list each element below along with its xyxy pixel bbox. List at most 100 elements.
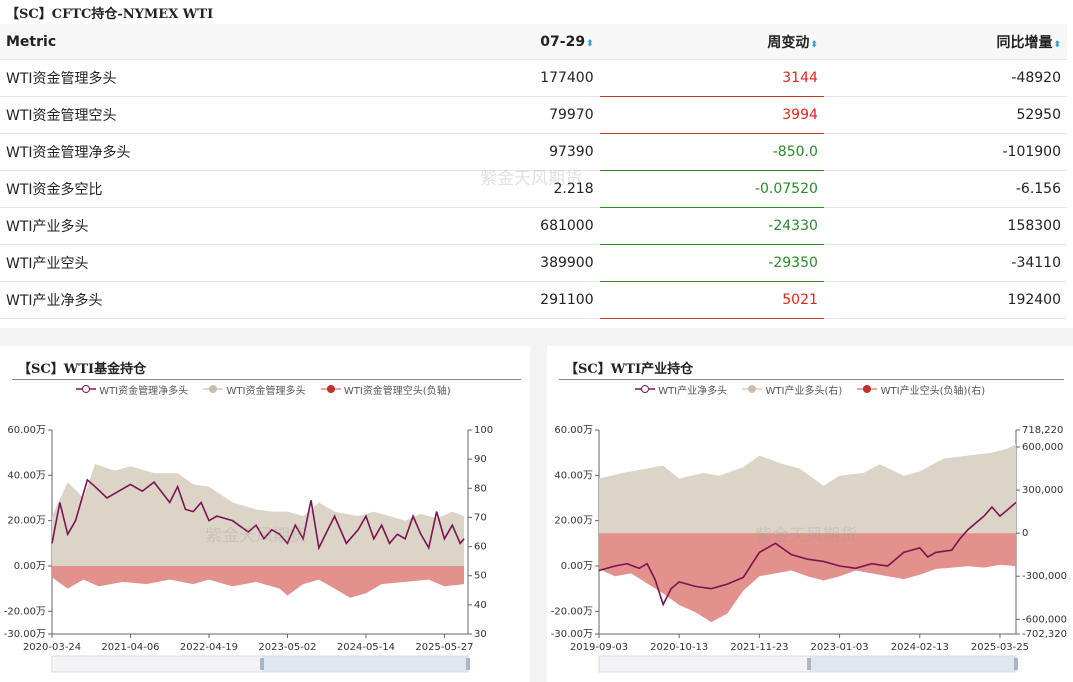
table-row: WTI资金管理多头 177400 3144 -48920 <box>0 59 1067 97</box>
right-tick-label: 0 <box>1022 528 1028 539</box>
x-tick-label: 2019-09-03 <box>570 642 628 653</box>
yoy-cell: -48920 <box>823 59 1067 97</box>
series-area <box>599 533 1016 623</box>
x-tick-label: 2025-05-27 <box>415 642 473 653</box>
legend-item-short[interactable]: WTI资金管理空头(负轴) <box>320 385 457 397</box>
value-cell: 177400 <box>413 59 600 97</box>
left-tick-label: 0.00万 <box>561 561 593 572</box>
header-date[interactable]: 07-29⬍ <box>413 24 600 60</box>
x-tick-label: 2025-03-25 <box>971 642 1029 653</box>
x-tick-label: 2021-04-06 <box>101 642 159 653</box>
fund-position-panel: 【SC】WTI基金持仓 WTI资金管理净多头 WTI资金管理多头 WTI资金管理… <box>0 346 530 682</box>
table-row: WTI产业多头 681000 -24330 158300 <box>0 207 1067 245</box>
x-tick-label: 2024-05-14 <box>337 642 395 653</box>
right-tick-label: 40 <box>474 600 487 611</box>
change-cell: -0.07520 <box>599 170 824 208</box>
table-row: WTI产业净多头 291100 5021 192400 <box>0 281 1067 319</box>
series-area <box>52 566 465 598</box>
value-cell: 389900 <box>413 244 600 282</box>
cftc-table: Metric 07-29⬍ 周变动⬍ 同比增量⬍ WTI资金管理多头 177400… <box>0 24 1067 319</box>
yoy-cell: 192400 <box>823 281 1067 319</box>
table-title: 【SC】CFTC持仓-NYMEX WTI <box>6 7 214 22</box>
change-cell: 3144 <box>599 59 824 97</box>
metric-cell: WTI资金管理空头 <box>0 96 414 134</box>
x-tick-label: 2021-11-23 <box>730 642 788 653</box>
metric-cell: WTI产业多头 <box>0 207 414 245</box>
metric-cell: WTI产业净多头 <box>0 281 414 319</box>
legend-item-short[interactable]: WTI产业空头(负轴)(右) <box>857 385 991 397</box>
right-tick-label: 90 <box>474 454 487 465</box>
header-metric[interactable]: Metric <box>0 24 414 60</box>
right-tick-label: 100 <box>474 425 493 436</box>
table-row: WTI资金管理空头 79970 3994 52950 <box>0 96 1067 134</box>
right-tick-label: 30 <box>474 629 487 640</box>
value-cell: 97390 <box>413 133 600 171</box>
left-tick-label: 20.00万 <box>554 516 593 527</box>
left-tick-label: 40.00万 <box>7 470 46 481</box>
legend-item-long[interactable]: WTI产业多头(右) <box>742 385 848 397</box>
zoom-handle-right[interactable] <box>1014 658 1018 670</box>
table-row: WTI资金管理净多头 97390 -850.0 -101900 <box>0 133 1067 171</box>
zoom-handle-left[interactable] <box>260 658 264 670</box>
right-tick-label: 600,000 <box>1022 442 1063 453</box>
legend-item-net[interactable]: WTI产业净多头 <box>635 385 733 397</box>
yoy-cell: -34110 <box>823 244 1067 282</box>
metric-cell: WTI资金管理多头 <box>0 59 414 97</box>
change-cell: -29350 <box>599 244 824 282</box>
header-change[interactable]: 周变动⬍ <box>599 24 824 60</box>
yoy-cell: -6.156 <box>823 170 1067 208</box>
watermark: 紫金天风期货 <box>755 526 857 546</box>
metric-cell: WTI产业空头 <box>0 244 414 282</box>
metric-cell: WTI资金管理净多头 <box>0 133 414 171</box>
value-cell: 79970 <box>413 96 600 134</box>
table-row: WTI资金多空比 2.218 -0.07520 -6.156 <box>0 170 1067 208</box>
right-tick-label: 300,000 <box>1022 485 1063 496</box>
legend-item-long[interactable]: WTI资金管理多头 <box>203 385 311 397</box>
left-tick-label: -20.00万 <box>551 606 593 617</box>
yoy-cell: 158300 <box>823 207 1067 245</box>
watermark: 紫金天风期货 <box>205 526 307 546</box>
x-tick-label: 2022-04-19 <box>180 642 238 653</box>
sort-icon[interactable]: ⬍ <box>810 39 818 50</box>
zoom-slider-window[interactable] <box>262 656 468 672</box>
left-tick-label: 20.00万 <box>7 516 46 527</box>
series-line <box>51 478 465 551</box>
left-tick-label: -20.00万 <box>4 606 46 617</box>
right-tick-label: -300,000 <box>1022 571 1067 582</box>
value-cell: 2.218 <box>413 170 600 208</box>
right-tick-label: 60 <box>474 542 487 553</box>
value-cell: 291100 <box>413 281 600 319</box>
yoy-cell: -101900 <box>823 133 1067 171</box>
left-tick-label: -30.00万 <box>4 629 46 640</box>
chart-legend: WTI资金管理净多头 WTI资金管理多头 WTI资金管理空头(负轴) <box>76 382 463 397</box>
fund-position-chart: 60.00万 40.00万 20.00万 0.00万 -20.00万 -30.00万 100… <box>4 425 493 673</box>
right-tick-label: 70 <box>474 512 487 523</box>
left-tick-label: 60.00万 <box>554 425 593 436</box>
series-area <box>599 444 1016 534</box>
sort-icon[interactable]: ⬍ <box>1053 39 1061 50</box>
zoom-handle-right[interactable] <box>466 658 470 670</box>
left-tick-label: 40.00万 <box>554 470 593 481</box>
table-header-row: Metric 07-29⬍ 周变动⬍ 同比增量⬍ <box>0 24 1067 60</box>
title-divider <box>559 379 1064 380</box>
zoom-handle-left[interactable] <box>807 658 811 670</box>
cftc-table-panel: 【SC】CFTC持仓-NYMEX WTI Metric 07-29⬍ 周变动⬍ … <box>0 0 1073 328</box>
watermark: 紫金天风期货 <box>480 169 582 189</box>
zoom-slider-window[interactable] <box>809 656 1016 672</box>
header-yoy[interactable]: 同比增量⬍ <box>823 24 1067 60</box>
legend-item-net[interactable]: WTI资金管理净多头 <box>76 385 194 397</box>
left-tick-label: 0.00万 <box>14 561 46 572</box>
value-cell: 681000 <box>413 207 600 245</box>
right-tick-label: 50 <box>474 571 487 582</box>
sort-icon[interactable]: ⬍ <box>586 38 594 49</box>
right-tick-label: 80 <box>474 483 487 494</box>
right-tick-label: 718,220 <box>1022 425 1063 436</box>
right-tick-label: -702,320 <box>1022 629 1067 640</box>
chart-legend: WTI产业净多头 WTI产业多头(右) WTI产业空头(负轴)(右) <box>635 382 997 397</box>
right-tick-label: -600,000 <box>1022 614 1067 625</box>
industry-position-chart: 60.00万 40.00万 20.00万 0.00万 -20.00万 -30.00万 718… <box>551 425 1067 673</box>
yoy-cell: 52950 <box>823 96 1067 134</box>
x-tick-label: 2020-10-13 <box>650 642 708 653</box>
x-tick-label: 2024-02-13 <box>891 642 949 653</box>
series-line <box>598 501 1017 607</box>
